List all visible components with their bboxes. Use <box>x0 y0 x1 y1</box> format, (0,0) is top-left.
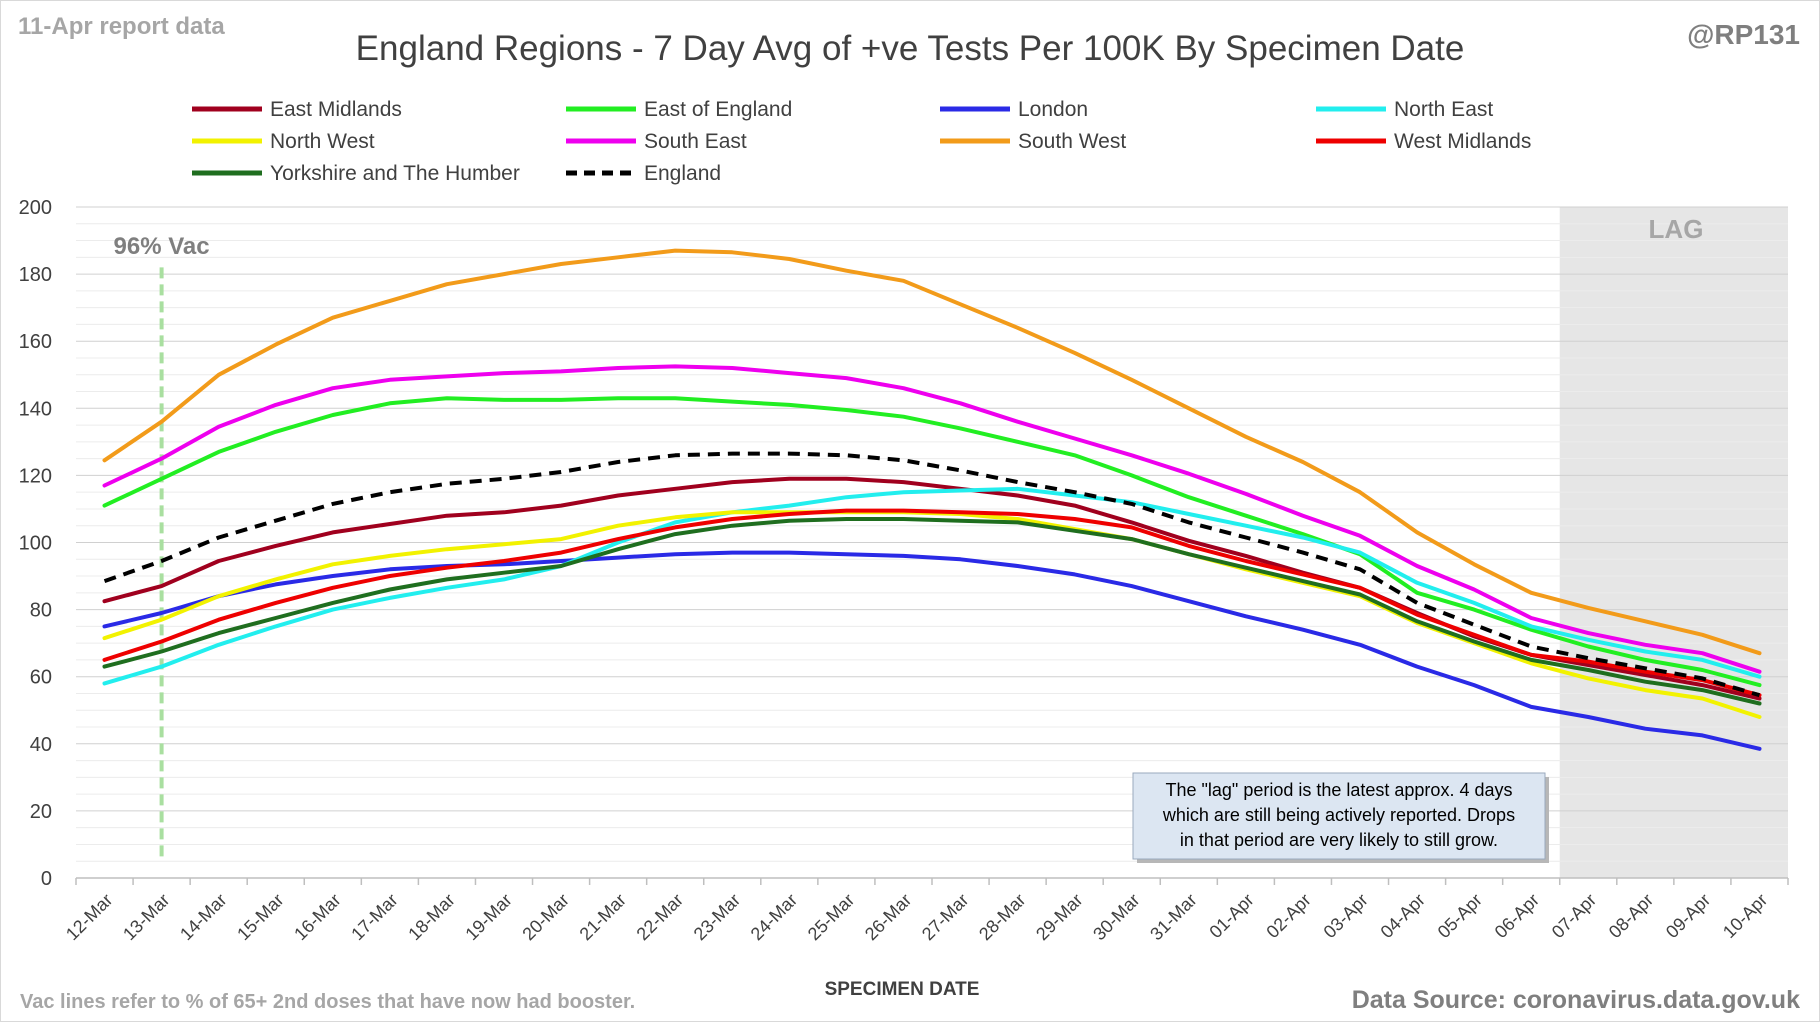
x-tick-label: 22-Mar <box>633 890 687 944</box>
legend-item: West Midlands <box>1316 130 1531 153</box>
legend-label: South West <box>1018 130 1126 153</box>
x-tick-label: 08-Apr <box>1605 890 1657 942</box>
y-tick-label: 120 <box>19 465 52 487</box>
legend-item: London <box>940 98 1088 121</box>
legend-item: East Midlands <box>192 98 402 121</box>
x-tick-label: 20-Mar <box>518 890 572 944</box>
legend-label: Yorkshire and The Humber <box>270 162 520 185</box>
x-tick-label: 04-Apr <box>1377 890 1429 942</box>
y-tick-label: 80 <box>30 600 52 622</box>
x-tick-label: 26-Mar <box>861 890 915 944</box>
y-tick-label: 160 <box>19 331 52 353</box>
y-tick-label: 100 <box>19 533 52 555</box>
legend-item: South West <box>940 130 1126 153</box>
x-axis-title: SPECIMEN DATE <box>825 979 980 1000</box>
series-line-west-midlands <box>102 508 1762 698</box>
lag-note-line: The "lag" period is the latest approx. 4… <box>1166 780 1513 800</box>
legend-item: North East <box>1316 98 1493 121</box>
x-tick-label: 01-Apr <box>1205 890 1257 942</box>
y-tick-label: 180 <box>19 264 52 286</box>
lag-note-box <box>1132 772 1546 860</box>
legend: East Midlands East of England London North … <box>192 98 1531 185</box>
legend-item: England <box>566 162 721 185</box>
legend-label: North West <box>270 130 375 153</box>
report-date-label: 11-Apr report data <box>18 13 225 40</box>
x-tick-label: 21-Mar <box>576 890 630 944</box>
legend-label: South East <box>644 130 747 153</box>
vac-label: 96% Vac <box>114 233 210 260</box>
series-line-england <box>103 451 1761 698</box>
x-tick-label: 30-Mar <box>1089 890 1143 944</box>
y-axis: 0 20 40 60 80 100 120 140 160 180 200 <box>19 197 52 890</box>
legend-item: South East <box>566 130 747 153</box>
x-tick-label: 03-Apr <box>1320 890 1372 942</box>
series-line-east-of-england <box>102 396 1762 688</box>
author-handle: @RP131 <box>1687 19 1800 50</box>
y-tick-label: 60 <box>30 667 52 689</box>
series-line-yorkshire-and-the-humber <box>102 517 1762 706</box>
x-tick-label: 23-Mar <box>690 890 744 944</box>
y-tick-label: 0 <box>41 868 52 890</box>
x-tick-label: 09-Apr <box>1662 890 1714 942</box>
y-tick-label: 20 <box>30 801 52 823</box>
x-tick-label: 13-Mar <box>119 890 173 944</box>
lag-label: LAG <box>1649 214 1704 244</box>
x-axis: 12-Mar 13-Mar 14-Mar 15-Mar 16-Mar 17-Mar 18-M… <box>62 877 1789 944</box>
series-line-south-east <box>102 364 1762 674</box>
x-tick-label: 02-Apr <box>1262 890 1314 942</box>
x-tick-label: 05-Apr <box>1434 890 1486 942</box>
legend-label: East of England <box>644 98 792 121</box>
x-tick-label: 10-Apr <box>1719 890 1771 942</box>
lag-note-line: in that period are very likely to still … <box>1180 830 1498 850</box>
series-line-london <box>102 550 1762 751</box>
series-line-north-east <box>102 486 1762 686</box>
x-tick-label: 14-Mar <box>176 890 230 944</box>
legend-item: Yorkshire and The Humber <box>192 162 520 185</box>
x-tick-label: 19-Mar <box>461 890 515 944</box>
legend-label: London <box>1018 98 1088 121</box>
x-tick-label: 29-Mar <box>1032 890 1086 944</box>
series-lines <box>102 248 1762 751</box>
lag-note-line: which are still being actively reported.… <box>1162 805 1515 825</box>
x-tick-label: 27-Mar <box>918 890 972 944</box>
vac-footnote: Vac lines refer to % of 65+ 2nd doses th… <box>20 991 635 1013</box>
series-line-south-west <box>102 248 1762 656</box>
x-tick-label: 16-Mar <box>290 890 344 944</box>
x-tick-label: 06-Apr <box>1491 890 1543 942</box>
legend-label: East Midlands <box>270 98 402 121</box>
x-tick-label: 18-Mar <box>404 890 458 944</box>
data-source: Data Source: coronavirus.data.gov.uk <box>1352 986 1800 1014</box>
series-line-north-west <box>102 510 1762 719</box>
legend-label: North East <box>1394 98 1493 121</box>
chart-title: England Regions - 7 Day Avg of +ve Tests… <box>356 29 1465 68</box>
y-tick-label: 40 <box>30 734 52 756</box>
legend-item: North West <box>192 130 375 153</box>
x-tick-label: 25-Mar <box>804 890 858 944</box>
x-tick-label: 31-Mar <box>1146 890 1200 944</box>
legend-item: East of England <box>566 98 792 121</box>
x-tick-label: 07-Apr <box>1548 890 1600 942</box>
x-tick-label: 28-Mar <box>975 890 1029 944</box>
y-tick-label: 140 <box>19 398 52 420</box>
y-tick-label: 200 <box>19 197 52 219</box>
x-tick-label: 12-Mar <box>62 890 116 944</box>
x-tick-label: 17-Mar <box>347 890 401 944</box>
x-tick-label: 15-Mar <box>233 890 287 944</box>
legend-label: West Midlands <box>1394 130 1531 153</box>
x-tick-label: 24-Mar <box>747 890 801 944</box>
legend-label: England <box>644 162 721 185</box>
